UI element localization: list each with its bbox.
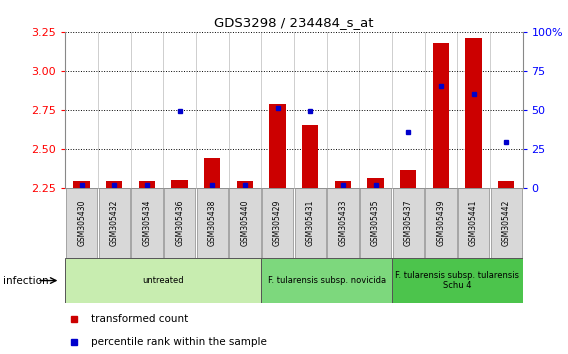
Bar [229,32,261,188]
Bar [327,32,360,188]
Text: percentile rank within the sample: percentile rank within the sample [91,337,267,347]
Bar [367,178,384,188]
Bar [65,32,98,188]
Bar [73,181,90,188]
Bar [172,180,188,188]
Bar [457,32,490,188]
Title: GDS3298 / 234484_s_at: GDS3298 / 234484_s_at [214,16,374,29]
FancyBboxPatch shape [261,258,392,303]
FancyBboxPatch shape [392,258,523,303]
Bar [131,32,164,188]
Bar [196,32,229,188]
Text: untreated: untreated [143,276,184,285]
Text: F. tularensis subsp. tularensis
Schu 4: F. tularensis subsp. tularensis Schu 4 [395,271,519,290]
Text: GSM305438: GSM305438 [208,200,217,246]
Text: transformed count: transformed count [91,314,188,324]
Bar [139,181,155,188]
Bar [359,32,392,188]
Text: GSM305442: GSM305442 [502,200,511,246]
Text: GSM305429: GSM305429 [273,200,282,246]
Text: GSM305430: GSM305430 [77,200,86,246]
FancyBboxPatch shape [164,188,195,258]
Text: GSM305441: GSM305441 [469,200,478,246]
Bar [433,43,449,188]
Bar [425,32,457,188]
FancyBboxPatch shape [295,188,326,258]
Bar [204,158,220,188]
Bar [490,32,523,188]
Bar [164,32,196,188]
Bar [498,181,515,188]
Text: GSM305431: GSM305431 [306,200,315,246]
Bar [261,32,294,188]
Text: GSM305435: GSM305435 [371,200,380,246]
Bar [106,181,123,188]
FancyBboxPatch shape [425,188,457,258]
Text: GSM305437: GSM305437 [404,200,413,246]
FancyBboxPatch shape [458,188,489,258]
FancyBboxPatch shape [66,188,97,258]
Text: GSM305432: GSM305432 [110,200,119,246]
Bar [269,103,286,188]
FancyBboxPatch shape [360,188,391,258]
FancyBboxPatch shape [392,188,424,258]
Bar [98,32,131,188]
FancyBboxPatch shape [197,188,228,258]
FancyBboxPatch shape [491,188,522,258]
FancyBboxPatch shape [327,188,358,258]
Bar [237,181,253,188]
Bar [294,32,327,188]
Text: GSM305439: GSM305439 [436,200,445,246]
Bar [400,171,416,188]
Text: GSM305433: GSM305433 [339,200,348,246]
Text: GSM305436: GSM305436 [175,200,184,246]
Bar [392,32,425,188]
Bar [302,125,319,188]
Bar [335,181,351,188]
FancyBboxPatch shape [262,188,293,258]
FancyBboxPatch shape [99,188,130,258]
Text: infection: infection [3,275,48,286]
Text: F. tularensis subsp. novicida: F. tularensis subsp. novicida [268,276,386,285]
FancyBboxPatch shape [65,258,261,303]
FancyBboxPatch shape [229,188,261,258]
Text: GSM305440: GSM305440 [240,200,249,246]
Bar [465,38,482,188]
Text: GSM305434: GSM305434 [143,200,152,246]
FancyBboxPatch shape [131,188,162,258]
